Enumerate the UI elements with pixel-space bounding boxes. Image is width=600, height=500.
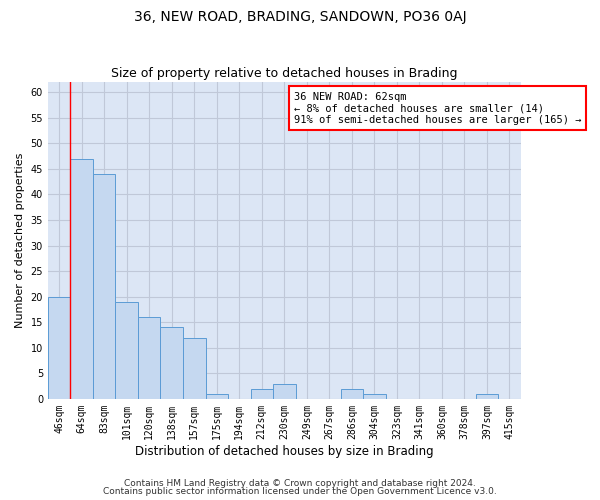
Bar <box>206 394 228 399</box>
Bar <box>273 384 296 399</box>
Text: 36, NEW ROAD, BRADING, SANDOWN, PO36 0AJ: 36, NEW ROAD, BRADING, SANDOWN, PO36 0AJ <box>134 10 466 24</box>
Bar <box>251 388 273 399</box>
Bar <box>363 394 386 399</box>
Bar <box>476 394 498 399</box>
Bar <box>70 158 93 399</box>
Bar <box>48 296 70 399</box>
Y-axis label: Number of detached properties: Number of detached properties <box>15 153 25 328</box>
Text: 36 NEW ROAD: 62sqm
← 8% of detached houses are smaller (14)
91% of semi-detached: 36 NEW ROAD: 62sqm ← 8% of detached hous… <box>294 92 581 125</box>
Text: Contains HM Land Registry data © Crown copyright and database right 2024.: Contains HM Land Registry data © Crown c… <box>124 478 476 488</box>
Bar <box>138 317 160 399</box>
Bar <box>341 388 363 399</box>
Bar <box>160 328 183 399</box>
Text: Contains public sector information licensed under the Open Government Licence v3: Contains public sector information licen… <box>103 487 497 496</box>
Bar <box>93 174 115 399</box>
Bar <box>115 302 138 399</box>
Title: Size of property relative to detached houses in Brading: Size of property relative to detached ho… <box>111 66 458 80</box>
X-axis label: Distribution of detached houses by size in Brading: Distribution of detached houses by size … <box>135 444 434 458</box>
Bar <box>183 338 206 399</box>
